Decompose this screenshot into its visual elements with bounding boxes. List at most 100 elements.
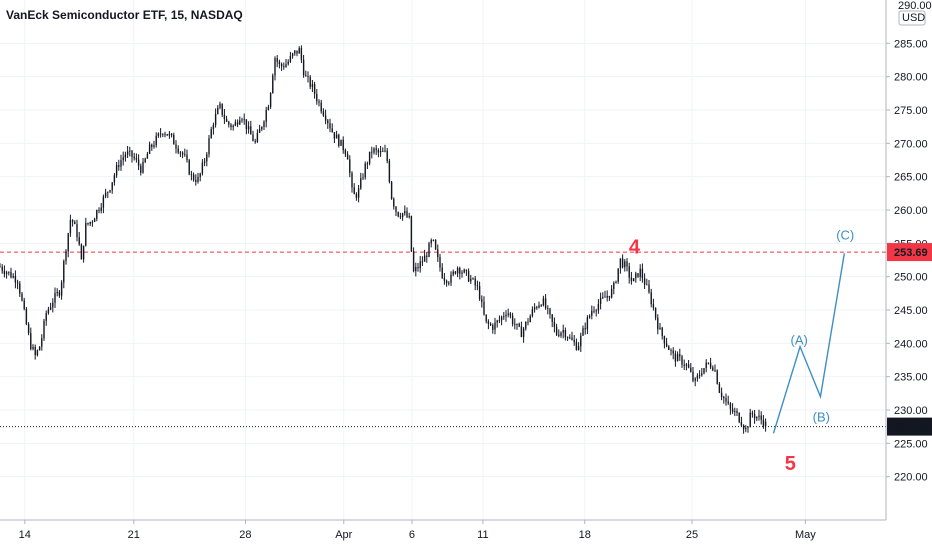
wave-projection-line[interactable] [772, 253, 846, 434]
candle-body [289, 56, 292, 62]
candle-body [287, 61, 289, 65]
candle-body [522, 328, 525, 338]
candle-body [652, 304, 655, 308]
candle-body [98, 210, 100, 211]
candle-body [65, 251, 67, 262]
candle-body [430, 240, 432, 244]
candle-body [214, 114, 217, 125]
candle-body [520, 326, 523, 338]
candle-body [500, 316, 503, 321]
candle-body [225, 119, 228, 122]
candle-body [58, 291, 61, 296]
x-tick-label: 6 [409, 529, 415, 541]
candle-body [661, 327, 663, 336]
candle-body [307, 76, 309, 78]
candle-body [223, 114, 226, 120]
candle-body [175, 144, 177, 149]
candle-body [274, 58, 276, 76]
candle-body [14, 276, 17, 283]
candle-body [665, 343, 668, 347]
candle-body [131, 150, 133, 157]
candle-body [236, 122, 239, 125]
last-price-tag[interactable] [887, 417, 932, 436]
candle-body [137, 159, 140, 166]
candle-body [23, 300, 25, 309]
candle-body [740, 422, 743, 426]
candle-body [190, 174, 193, 176]
candle-body [93, 218, 96, 223]
candle-body [8, 271, 10, 273]
candle-body [703, 368, 705, 374]
candle-body [148, 144, 151, 154]
candle-body [467, 270, 470, 282]
candle-body [71, 219, 74, 222]
candle-body [261, 126, 263, 130]
candle-body [19, 283, 21, 294]
candle-body [553, 321, 556, 327]
candle-body [428, 243, 430, 257]
candle-body [69, 219, 72, 234]
candle-body [82, 245, 85, 260]
candle-body [192, 174, 195, 180]
candle-body [47, 309, 50, 314]
candle-body [3, 270, 6, 274]
candle-body [254, 141, 256, 143]
y-tick-label: 265.00 [894, 172, 928, 184]
candle-body [232, 125, 234, 128]
candle-body [604, 296, 606, 298]
candle-body [124, 154, 127, 158]
candle-body [386, 150, 388, 161]
candle-body [285, 64, 287, 68]
candle-body [133, 156, 135, 159]
candle-body [742, 425, 745, 430]
candle-body [417, 266, 419, 269]
candle-body [727, 401, 729, 404]
candle-body [298, 48, 300, 54]
candle-body [267, 106, 270, 111]
resistance-price-tag[interactable] [887, 243, 932, 262]
candle-body [181, 152, 184, 155]
candle-body [544, 298, 547, 309]
candle-body [327, 120, 329, 124]
x-tick-label: 11 [477, 529, 488, 541]
candle-body [199, 173, 201, 178]
candle-body [157, 133, 160, 136]
candle-body [725, 398, 727, 402]
candle-body [421, 261, 424, 263]
candle-body [129, 150, 131, 152]
candle-body [269, 93, 272, 107]
candle-body [159, 133, 162, 135]
last-price-label: 227.51 [894, 422, 928, 434]
candle-body [608, 295, 611, 298]
candle-body [507, 313, 509, 315]
candle-body [558, 334, 560, 336]
candle-body [410, 216, 413, 252]
candle-body [313, 84, 316, 94]
candle-body [393, 198, 395, 207]
candle-body [511, 315, 514, 324]
candle-body [527, 321, 529, 323]
x-tick-label: 18 [579, 529, 591, 541]
candle-body [670, 349, 672, 351]
candle-body [621, 258, 624, 268]
candle-body [439, 257, 441, 268]
y-tick-label: 245.00 [894, 305, 928, 317]
wave-label-5: 5 [785, 453, 796, 475]
candle-body [142, 161, 144, 173]
candle-body [692, 371, 694, 381]
candle-body [173, 135, 175, 145]
currency-label[interactable]: USD [902, 12, 925, 24]
currency-box[interactable] [898, 10, 926, 26]
candle-body [5, 272, 8, 274]
candle-body [140, 165, 142, 173]
candle-body [637, 273, 639, 277]
candle-body [441, 267, 443, 278]
candle-body [241, 119, 243, 121]
candle-body [569, 337, 571, 339]
candle-body [613, 282, 615, 289]
candle-layer [0, 45, 767, 434]
candle-body [74, 221, 76, 225]
candle-body [377, 150, 380, 153]
